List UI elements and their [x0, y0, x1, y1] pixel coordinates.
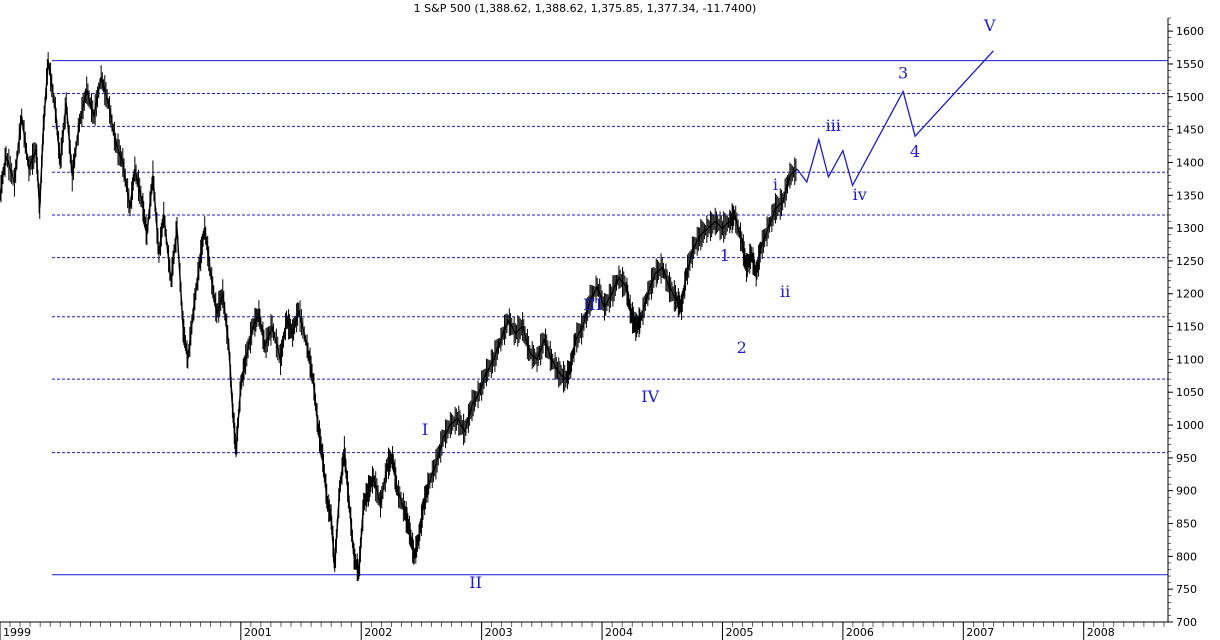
y-tick-label: 1500 [1176, 91, 1204, 104]
y-tick-label: 800 [1176, 550, 1197, 563]
projection-line [796, 50, 994, 188]
x-axis: 1999 2001 2002 2003 2004 2005 2006 2007 2008 [0, 621, 1168, 640]
y-tick-label: 1000 [1176, 419, 1204, 432]
y-tick-label: 1550 [1176, 58, 1204, 71]
wave-label-iv: iv [853, 185, 867, 204]
y-tick-label: 1400 [1176, 156, 1204, 169]
y-tick-label: 900 [1176, 485, 1197, 498]
y-axis: 700 750 800 850 900 950 1000 1050 1100 1150 1200 12… [1167, 17, 1204, 629]
price-series [0, 52, 798, 582]
y-tick-label: 750 [1176, 583, 1197, 596]
x-tick-label: 2008 [1087, 626, 1115, 639]
level-lines [52, 60, 1168, 576]
wave-label-V: V [983, 16, 996, 35]
x-tick-label: 2003 [485, 626, 513, 639]
wave-label-2: 2 [737, 338, 747, 357]
wave-label-3: 3 [898, 63, 908, 82]
y-tick-label: 1150 [1176, 321, 1204, 334]
y-tick-label: 950 [1176, 452, 1197, 465]
y-tick-label: 1100 [1176, 353, 1204, 366]
wave-label-III: III [583, 295, 602, 314]
x-tick-label: 2005 [725, 626, 753, 639]
wave-label-I: I [422, 420, 428, 439]
x-tick-label: 1999 [3, 626, 31, 639]
wave-label-i: i [773, 175, 778, 194]
y-tick-label: 700 [1176, 616, 1197, 629]
chart-title: 1 S&P 500 (1,388.62, 1,388.62, 1,375.85,… [414, 2, 757, 15]
x-tick-label: 2006 [846, 626, 874, 639]
y-tick-label: 1450 [1176, 124, 1204, 137]
wave-label-1: 1 [720, 246, 730, 265]
x-tick-label: 2002 [364, 626, 392, 639]
y-tick-label: 1250 [1176, 255, 1204, 268]
x-tick-label: 2001 [244, 626, 272, 639]
wave-projection [796, 50, 994, 188]
x-tick-label: 2007 [966, 626, 994, 639]
y-tick-label: 1050 [1176, 386, 1204, 399]
y-tick-label: 1350 [1176, 189, 1204, 202]
y-tick-label: 850 [1176, 518, 1197, 531]
wave-label-iii: iii [826, 116, 841, 135]
y-tick-label: 1200 [1176, 288, 1204, 301]
y-tick-label: 1600 [1176, 25, 1204, 38]
wave-label-II: II [469, 573, 482, 592]
wave-label-4: 4 [910, 142, 920, 161]
y-tick-label: 1300 [1176, 222, 1204, 235]
x-tick-label: 2004 [605, 626, 633, 639]
wave-label-ii: ii [780, 282, 790, 301]
wave-label-IV: IV [641, 387, 659, 406]
